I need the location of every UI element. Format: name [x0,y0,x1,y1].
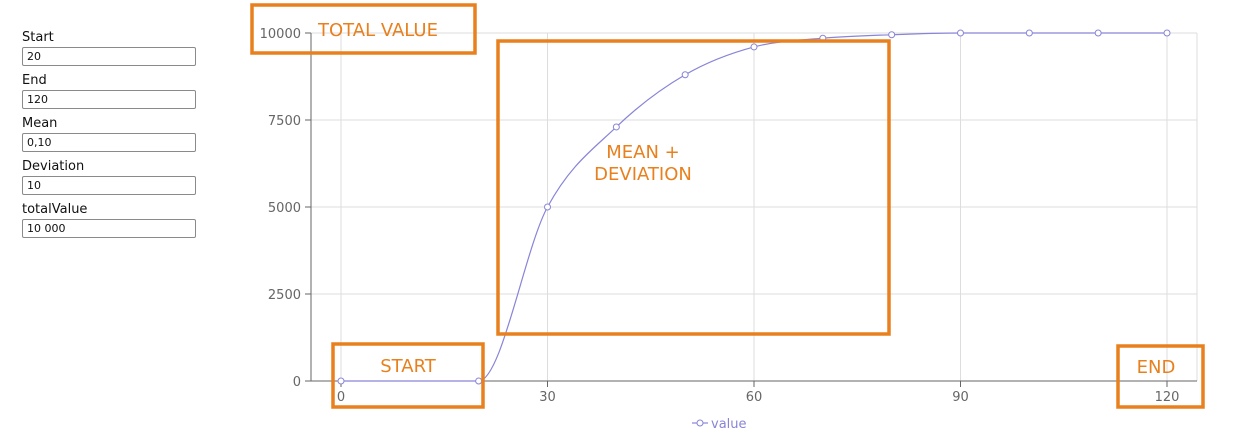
y-tick-label: 5000 [268,201,301,216]
annotation-label-end: END [1137,357,1176,378]
annotation-box-total-value [250,3,477,55]
chart-axes: 0 30 60 90 120 0 2500 5000 7500 10000 [260,27,1197,405]
parameter-form: Start End Mean Deviation totalValue [22,30,202,245]
annotation-label-start: START [380,356,437,377]
data-point [544,203,551,211]
end-label: End [22,73,47,88]
data-point [681,71,689,79]
legend-label: value [711,417,747,432]
data-point [888,31,896,39]
x-tick-label: 60 [746,390,763,405]
annotation-label-mean-deviation: MEAN + DEVIATION [594,142,692,185]
data-point [1163,29,1171,37]
x-tick-label: 90 [952,390,969,405]
data-point [1025,29,1033,37]
data-point [750,43,758,51]
chart-legend: value [692,417,747,432]
data-point [957,29,964,37]
data-point [1094,29,1102,37]
deviation-input[interactable] [22,176,196,195]
data-point [475,377,483,385]
total-value-input[interactable] [22,219,196,238]
x-tick-label: 0 [337,390,345,405]
annotation-box-start [331,342,485,409]
chart-annotations: TOTAL VALUE MEAN + DEVIATION START END [250,3,1205,409]
data-point [612,123,620,131]
data-point [337,377,345,385]
annotation-line: END [1137,357,1176,378]
annotation-label-total-value: TOTAL VALUE [317,20,438,41]
end-input[interactable] [22,90,196,109]
mean-input[interactable] [22,133,196,152]
total-value-label: totalValue [22,202,88,217]
x-tick-label: 120 [1155,390,1180,405]
annotation-line: MEAN + [606,142,680,163]
chart-grid [311,32,1198,382]
annotation-box-end [1116,344,1205,409]
x-tick-label: 30 [539,390,556,405]
chart-series [337,29,1171,385]
mean-label: Mean [22,116,58,131]
annotation-box-mean-deviation [496,39,891,336]
legend-swatch-marker [696,419,704,427]
start-input[interactable] [22,47,196,66]
y-tick-label: 0 [293,375,301,390]
y-tick-label: 7500 [268,114,301,129]
y-tick-label: 2500 [268,288,301,303]
start-label: Start [22,30,54,45]
y-tick-label: 10000 [260,27,301,42]
annotation-line: TOTAL VALUE [317,20,438,41]
annotation-line: DEVIATION [594,164,692,185]
annotation-line: START [380,356,437,377]
deviation-label: Deviation [22,159,85,174]
